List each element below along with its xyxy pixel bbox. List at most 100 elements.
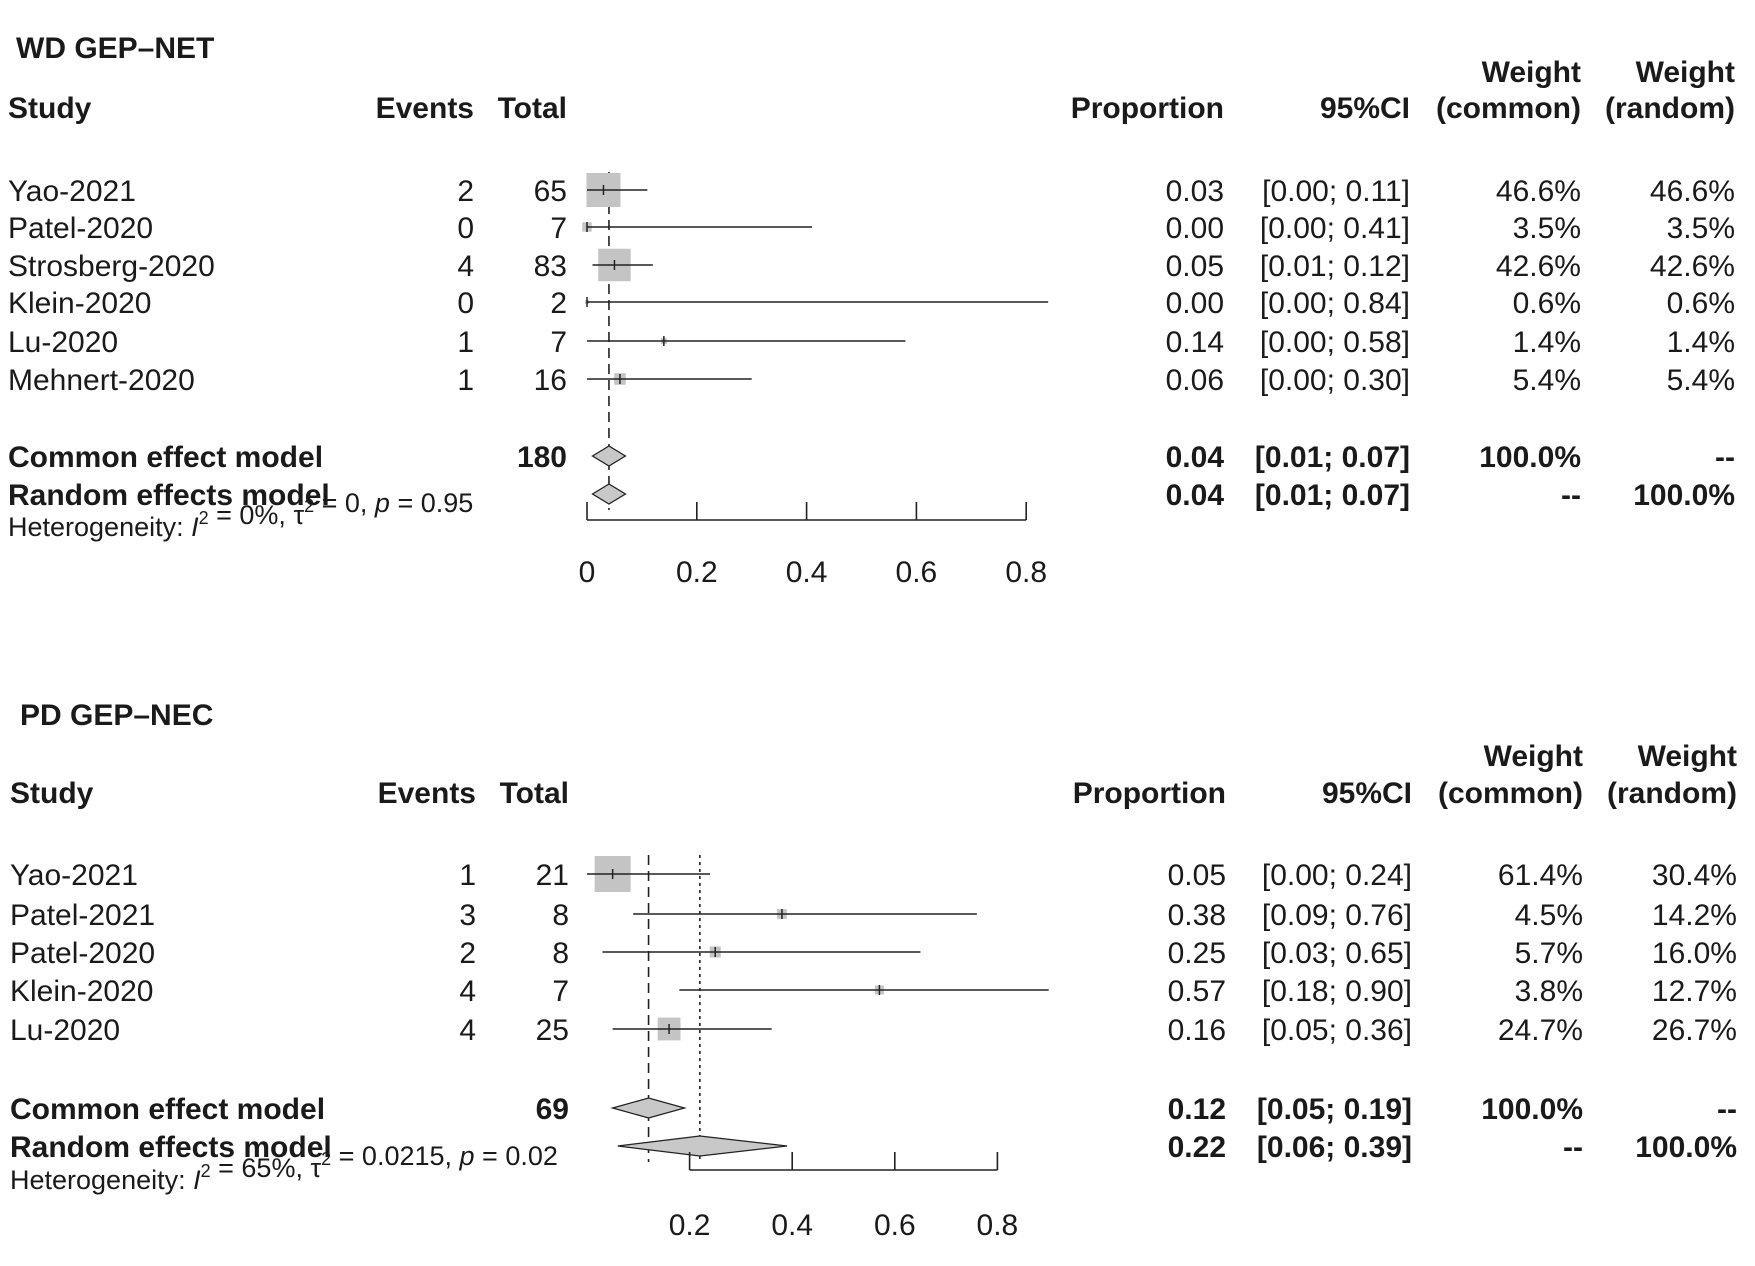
heterogeneity-text: Heterogeneity: I2 = 0%, τ2 = 0, p = 0.95 — [8, 488, 473, 542]
common-model-proportion: 0.04 — [1166, 441, 1225, 474]
column-header-proportion: Proportion — [1073, 777, 1226, 810]
x-axis-tick-label: 0.2 — [669, 1209, 711, 1242]
study-weight-random: 26.7% — [1652, 1014, 1737, 1047]
random-model-diamond — [591, 483, 627, 505]
study-weight-common: 24.7% — [1498, 1014, 1583, 1047]
random-model-weight-random: 100.0% — [1633, 479, 1735, 512]
column-header-weight-random-top: Weight — [1638, 740, 1737, 773]
study-name: Lu-2020 — [10, 1014, 120, 1047]
heterogeneity-i2-symbol: I — [191, 512, 199, 542]
study-total: 2 — [550, 287, 567, 320]
column-header-weight-random-top: Weight — [1636, 56, 1735, 89]
column-header-study: Study — [8, 92, 92, 125]
study-events: 1 — [457, 364, 474, 397]
study-events: 0 — [457, 287, 474, 320]
study-ci: [0.18; 0.90] — [1262, 975, 1412, 1008]
study-total: 21 — [536, 859, 569, 892]
heterogeneity-tau-value: = 0.0215, — [331, 1141, 459, 1171]
x-axis-tick-label: 0.8 — [1005, 556, 1047, 589]
heterogeneity-i2-value: = 0%, — [209, 500, 294, 530]
random-model-ci: [0.01; 0.07] — [1255, 479, 1410, 512]
study-ci: [0.00; 0.11] — [1262, 175, 1410, 208]
study-ci: [0.03; 0.65] — [1262, 937, 1412, 970]
panel-title: PD GEP–NEC — [20, 699, 213, 732]
x-axis-tick-label: 0 — [579, 556, 596, 589]
random-model-weight-common: -- — [1563, 1131, 1583, 1164]
study-weight-random: 5.4% — [1667, 364, 1735, 397]
study-ci: [0.00; 0.84] — [1260, 287, 1410, 320]
common-model-total: 180 — [517, 441, 567, 474]
random-model-weight-random: 100.0% — [1635, 1131, 1737, 1164]
column-header-total: Total — [500, 777, 569, 810]
superscript-2: 2 — [321, 1149, 331, 1169]
study-ci: [0.00; 0.24] — [1262, 859, 1412, 892]
study-proportion: 0.00 — [1166, 212, 1224, 245]
heterogeneity-prefix: Heterogeneity: — [10, 1165, 193, 1195]
study-proportion: 0.00 — [1166, 287, 1224, 320]
study-events: 2 — [459, 937, 476, 970]
study-weight-random: 12.7% — [1652, 975, 1737, 1008]
study-proportion: 0.38 — [1168, 899, 1226, 932]
study-events: 4 — [459, 1014, 476, 1047]
random-model-label: Random effects model — [10, 1131, 332, 1164]
study-events: 2 — [457, 175, 474, 208]
study-events: 1 — [457, 326, 474, 359]
study-ci: [0.09; 0.76] — [1262, 899, 1412, 932]
column-header-ci: 95%CI — [1322, 777, 1412, 810]
study-events: 4 — [459, 975, 476, 1008]
column-header-total: Total — [498, 92, 567, 125]
study-proportion: 0.14 — [1166, 326, 1224, 359]
column-header-weight-common-top: Weight — [1484, 740, 1583, 773]
study-proportion: 0.57 — [1168, 975, 1226, 1008]
random-model-proportion: 0.22 — [1168, 1131, 1226, 1164]
study-total: 25 — [536, 1014, 569, 1047]
study-total: 7 — [552, 975, 569, 1008]
x-axis-tick-label: 0.8 — [977, 1209, 1019, 1242]
study-proportion: 0.16 — [1168, 1014, 1226, 1047]
common-model-weight-random: -- — [1715, 441, 1735, 474]
column-header-weight-common-top: Weight — [1482, 56, 1581, 89]
study-weight-random: 42.6% — [1650, 250, 1735, 283]
heterogeneity-prefix: Heterogeneity: — [8, 512, 191, 542]
study-name: Yao-2021 — [8, 175, 136, 208]
study-ci: [0.00; 0.58] — [1260, 326, 1410, 359]
study-name: Lu-2020 — [8, 326, 118, 359]
heterogeneity-p-symbol: p — [374, 488, 390, 518]
panel-title: WD GEP–NET — [16, 32, 214, 65]
column-header-proportion: Proportion — [1071, 92, 1224, 125]
study-name: Strosberg-2020 — [8, 250, 215, 283]
study-events: 3 — [459, 899, 476, 932]
study-name: Mehnert-2020 — [8, 364, 195, 397]
study-weight-random: 30.4% — [1652, 859, 1737, 892]
study-weight-common: 5.7% — [1515, 937, 1583, 970]
study-weight-random: 14.2% — [1652, 899, 1737, 932]
study-name: Patel-2021 — [10, 899, 155, 932]
study-total: 7 — [550, 212, 567, 245]
column-header-weight-random: (random) — [1607, 777, 1737, 810]
study-weight-random: 16.0% — [1652, 937, 1737, 970]
study-proportion: 0.03 — [1166, 175, 1224, 208]
study-weight-common: 4.5% — [1515, 899, 1583, 932]
study-weight-common: 5.4% — [1513, 364, 1581, 397]
study-weight-common: 61.4% — [1498, 859, 1583, 892]
study-total: 65 — [534, 175, 567, 208]
superscript-2: 2 — [199, 508, 209, 528]
superscript-2: 2 — [201, 1161, 211, 1181]
column-header-study: Study — [10, 777, 94, 810]
study-ci: [0.00; 0.41] — [1260, 212, 1410, 245]
common-model-label: Common effect model — [10, 1093, 325, 1126]
common-model-proportion: 0.12 — [1168, 1093, 1226, 1126]
column-header-weight-common: (common) — [1438, 777, 1583, 810]
study-weight-common: 0.6% — [1513, 287, 1581, 320]
study-ci: [0.00; 0.30] — [1260, 364, 1410, 397]
study-name: Yao-2021 — [10, 859, 138, 892]
heterogeneity-p-value: = 0.02 — [475, 1141, 558, 1171]
random-model-ci: [0.06; 0.39] — [1257, 1131, 1412, 1164]
heterogeneity-i2-value: = 65%, — [211, 1153, 311, 1183]
study-weight-common: 3.5% — [1513, 212, 1581, 245]
study-name: Klein-2020 — [8, 287, 151, 320]
heterogeneity-i2-symbol: I — [193, 1165, 201, 1195]
study-total: 7 — [550, 326, 567, 359]
study-events: 1 — [459, 859, 476, 892]
